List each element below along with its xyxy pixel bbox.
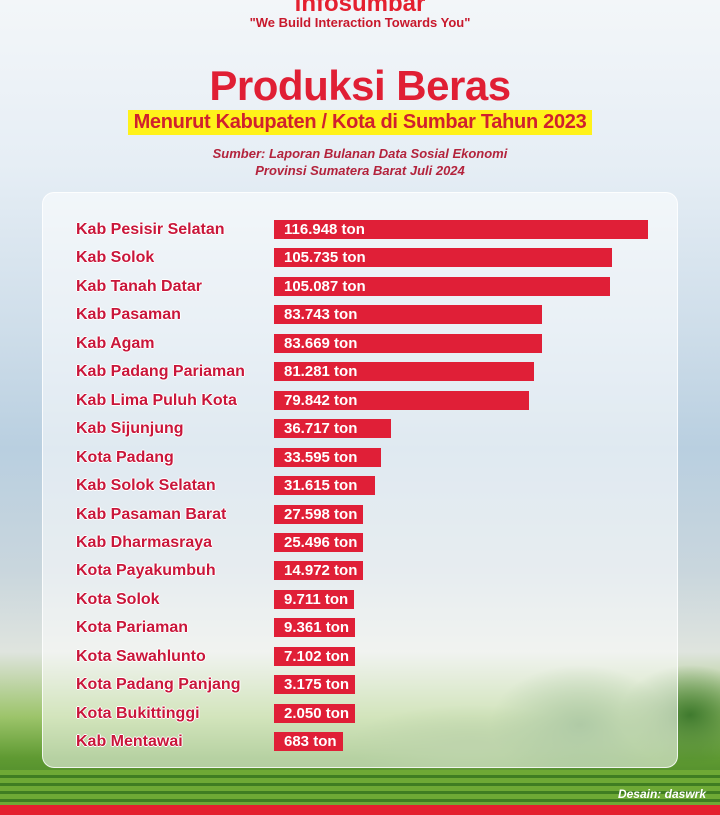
bar [274,390,529,410]
category-label: Kab Pesisir Selatan [76,221,225,238]
category-label: Kab Sijunjung [76,420,184,438]
chart-title: Produksi Beras [209,62,511,109]
category-label: Kab Mentawai [76,733,183,751]
bar [274,646,355,666]
footer-bar [0,805,720,815]
category-label: Kab Padang Pariaman [76,363,245,381]
bar-row: Kab Mentawai 683 ton [0,731,720,753]
source-line-1: Sumber: Laporan Bulanan Data Sosial Ekon… [212,146,508,161]
category-label: Kota Solok [76,590,160,608]
value-label: 683 ton [284,733,337,751]
value-label: 105.087 ton [284,277,366,295]
bar-row: Kota Bukittinggi 2.050 ton [0,703,720,725]
value-label: 36.717 ton [284,420,358,438]
bar [274,248,612,268]
value-label: 9.711 ton [284,590,349,608]
category-label: Kab Solok [76,249,155,267]
logo: infosumbar [294,0,426,17]
source-line-2: Provinsi Sumatera Barat Juli 2024 [255,163,465,178]
bar [274,732,343,752]
bar-row: Kab Solok Selatan 31.615 ton [0,475,720,497]
bar-row: Kota Padang 33.595 ton [0,447,720,469]
value-label: 2.050 ton [284,704,350,722]
value-label: 105.735 ton [284,249,366,267]
category-label: Kab Pasaman Barat [76,505,227,523]
bar-row: Kab Tanah Datar 105.087 ton [0,276,720,298]
bar-row: Kab Pasaman 83.743 ton [0,304,720,326]
category-label: Kab Agam [76,334,155,352]
chart-subtitle: Menurut Kabupaten / Kota di Sumbar Tahun… [127,110,593,135]
value-label: 9.361 ton [284,619,350,637]
bar [274,703,355,723]
bar [274,675,355,695]
value-label: 116.948 ton [284,221,365,238]
category-label: Kab Solok Selatan [76,477,216,495]
bar [274,476,375,496]
design-credit: Desain: daswrk [617,787,706,801]
category-label: Kab Lima Puluh Kota [76,391,237,409]
bar [274,589,354,609]
bar-row: Kota Payakumbuh 14.972 ton [0,560,720,582]
bar-row: Kota Sawahlunto 7.102 ton [0,646,720,668]
category-label: Kab Dharmasraya [76,533,213,551]
bar-row: Kab Agam 83.669 ton [0,333,720,355]
bar [274,618,355,638]
bar [274,362,534,382]
category-label: Kota Payakumbuh [76,562,216,580]
bar-row: Kab Lima Puluh Kota 79.842 ton [0,390,720,412]
value-label: 3.175 ton [284,676,350,694]
value-label: 7.102 ton [284,647,350,665]
category-label: Kota Sawahlunto [76,647,206,665]
bar-row: Kab Pasaman Barat 27.598 ton [0,504,720,526]
category-label: Kota Padang Panjang [76,676,241,694]
value-label: 83.743 ton [284,306,358,324]
tagline: "We Build Interaction Towards You" [249,15,471,30]
value-label: 83.669 ton [284,334,358,352]
value-label: 14.972 ton [284,562,358,580]
bar [274,333,542,353]
category-label: Kab Pasaman [76,306,181,324]
bar-row: Kab Padang Pariaman 81.281 ton [0,361,720,383]
category-label: Kota Pariaman [76,619,189,637]
background-rice-field [0,770,720,806]
bar-row: Kab Pesisir Selatan 116.948 ton [0,219,720,241]
category-label: Kab Tanah Datar [76,277,202,295]
source-note: Sumber: Laporan Bulanan Data Sosial Ekon… [0,145,720,179]
category-label: Kota Padang [76,448,174,466]
bar-row: Kab Sijunjung 36.717 ton [0,418,720,440]
bar [274,447,381,467]
bar-row: Kota Solok 9.711 ton [0,589,720,611]
value-label: 27.598 ton [284,505,358,523]
bar [274,419,391,439]
bar [274,561,363,581]
bar-row: Kab Solok 105.735 ton [0,247,720,269]
bar [274,504,363,524]
value-label: 81.281 ton [284,363,358,381]
bar-row: Kab Dharmasraya 25.496 ton [0,532,720,554]
category-label: Kota Bukittinggi [76,704,200,722]
bar [274,220,648,239]
bar [274,276,610,296]
value-label: 79.842 ton [284,391,358,409]
bar [274,305,542,325]
value-label: 33.595 ton [284,448,358,466]
value-label: 25.496 ton [284,533,358,551]
bar-row: Kota Padang Panjang 3.175 ton [0,674,720,696]
value-label: 31.615 ton [284,477,358,495]
bar-row: Kota Pariaman 9.361 ton [0,617,720,639]
bar [274,532,363,552]
